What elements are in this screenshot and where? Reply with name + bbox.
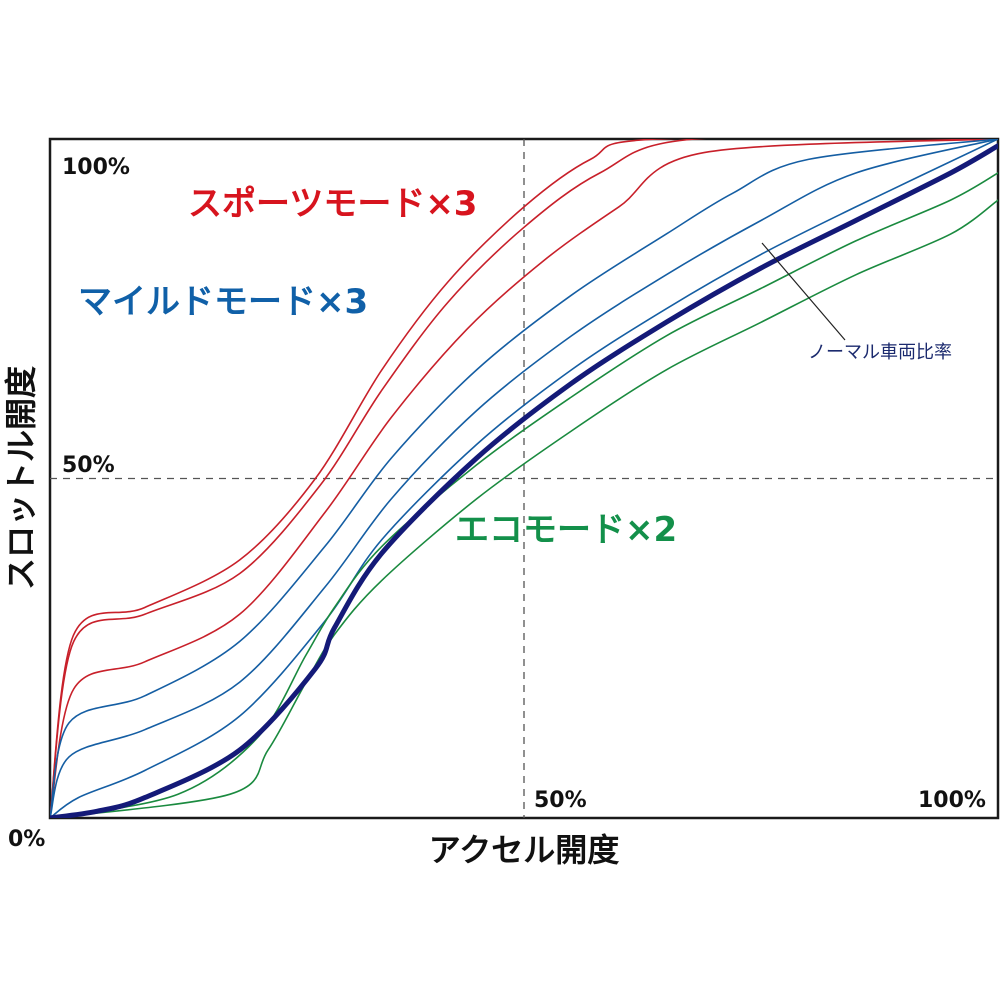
series-lines: [50, 139, 998, 818]
x-tick-label-100: 100%: [918, 788, 986, 813]
series-line-eco-2: [50, 199, 998, 818]
normal-annotation-leader: [761, 242, 846, 341]
series-line-sport-2: [50, 139, 998, 818]
y-axis-title: スロットル開度: [2, 366, 40, 590]
normal-ratio-label: ノーマル車両比率: [808, 342, 952, 363]
mild-mode-label: マイルドモード×3: [78, 282, 368, 322]
x-tick-label-50: 50%: [534, 788, 587, 813]
origin-label: 0%: [8, 827, 45, 852]
series-line-normal: [50, 143, 998, 818]
series-line-sport-1: [50, 139, 998, 818]
y-tick-label-50: 50%: [62, 453, 115, 478]
reference-lines: [50, 139, 998, 818]
series-line-mild-3: [50, 139, 998, 818]
series-line-sport-3: [50, 139, 998, 818]
eco-mode-label: エコモード×2: [455, 510, 677, 550]
series-line-mild-2: [50, 139, 998, 818]
sport-mode-label: スポーツモード×3: [188, 184, 477, 224]
series-line-mild-1: [50, 139, 998, 818]
x-axis-title: アクセル開度: [429, 831, 619, 869]
y-tick-label-100: 100%: [62, 155, 130, 180]
series-line-eco-1: [50, 172, 998, 818]
